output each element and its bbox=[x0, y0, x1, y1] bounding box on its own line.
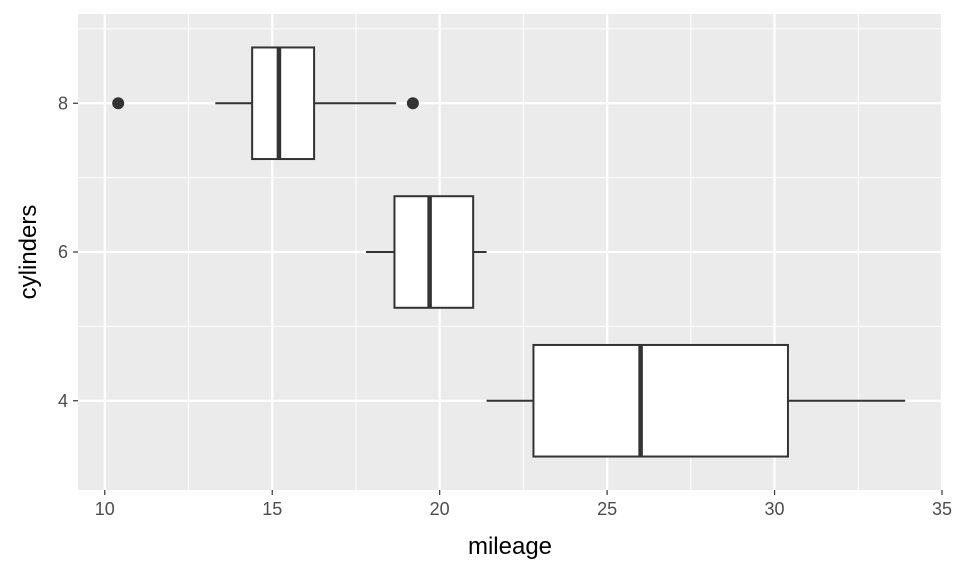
box-group-6 bbox=[366, 195, 487, 309]
outlier-point bbox=[112, 97, 125, 110]
box bbox=[393, 195, 475, 309]
box bbox=[251, 46, 316, 161]
y-tick-label: 8 bbox=[58, 93, 68, 113]
boxes bbox=[112, 46, 906, 458]
box bbox=[532, 343, 789, 458]
x-axis: 10 15 20 25 30 35 bbox=[95, 490, 952, 519]
y-axis: 4 6 8 bbox=[58, 93, 78, 411]
y-axis-title: cylinders bbox=[15, 205, 42, 300]
x-axis-title: mileage bbox=[468, 533, 552, 560]
x-tick-label: 20 bbox=[430, 499, 450, 519]
x-tick-label: 10 bbox=[95, 499, 115, 519]
box-group-8 bbox=[112, 46, 419, 161]
x-tick-label: 30 bbox=[765, 499, 785, 519]
box-group-4 bbox=[486, 343, 906, 458]
outlier-point bbox=[406, 97, 419, 110]
y-tick-label: 6 bbox=[58, 242, 68, 262]
x-tick-label: 15 bbox=[262, 499, 282, 519]
x-tick-label: 25 bbox=[597, 499, 617, 519]
y-tick-label: 4 bbox=[58, 391, 68, 411]
x-tick-label: 35 bbox=[932, 499, 952, 519]
